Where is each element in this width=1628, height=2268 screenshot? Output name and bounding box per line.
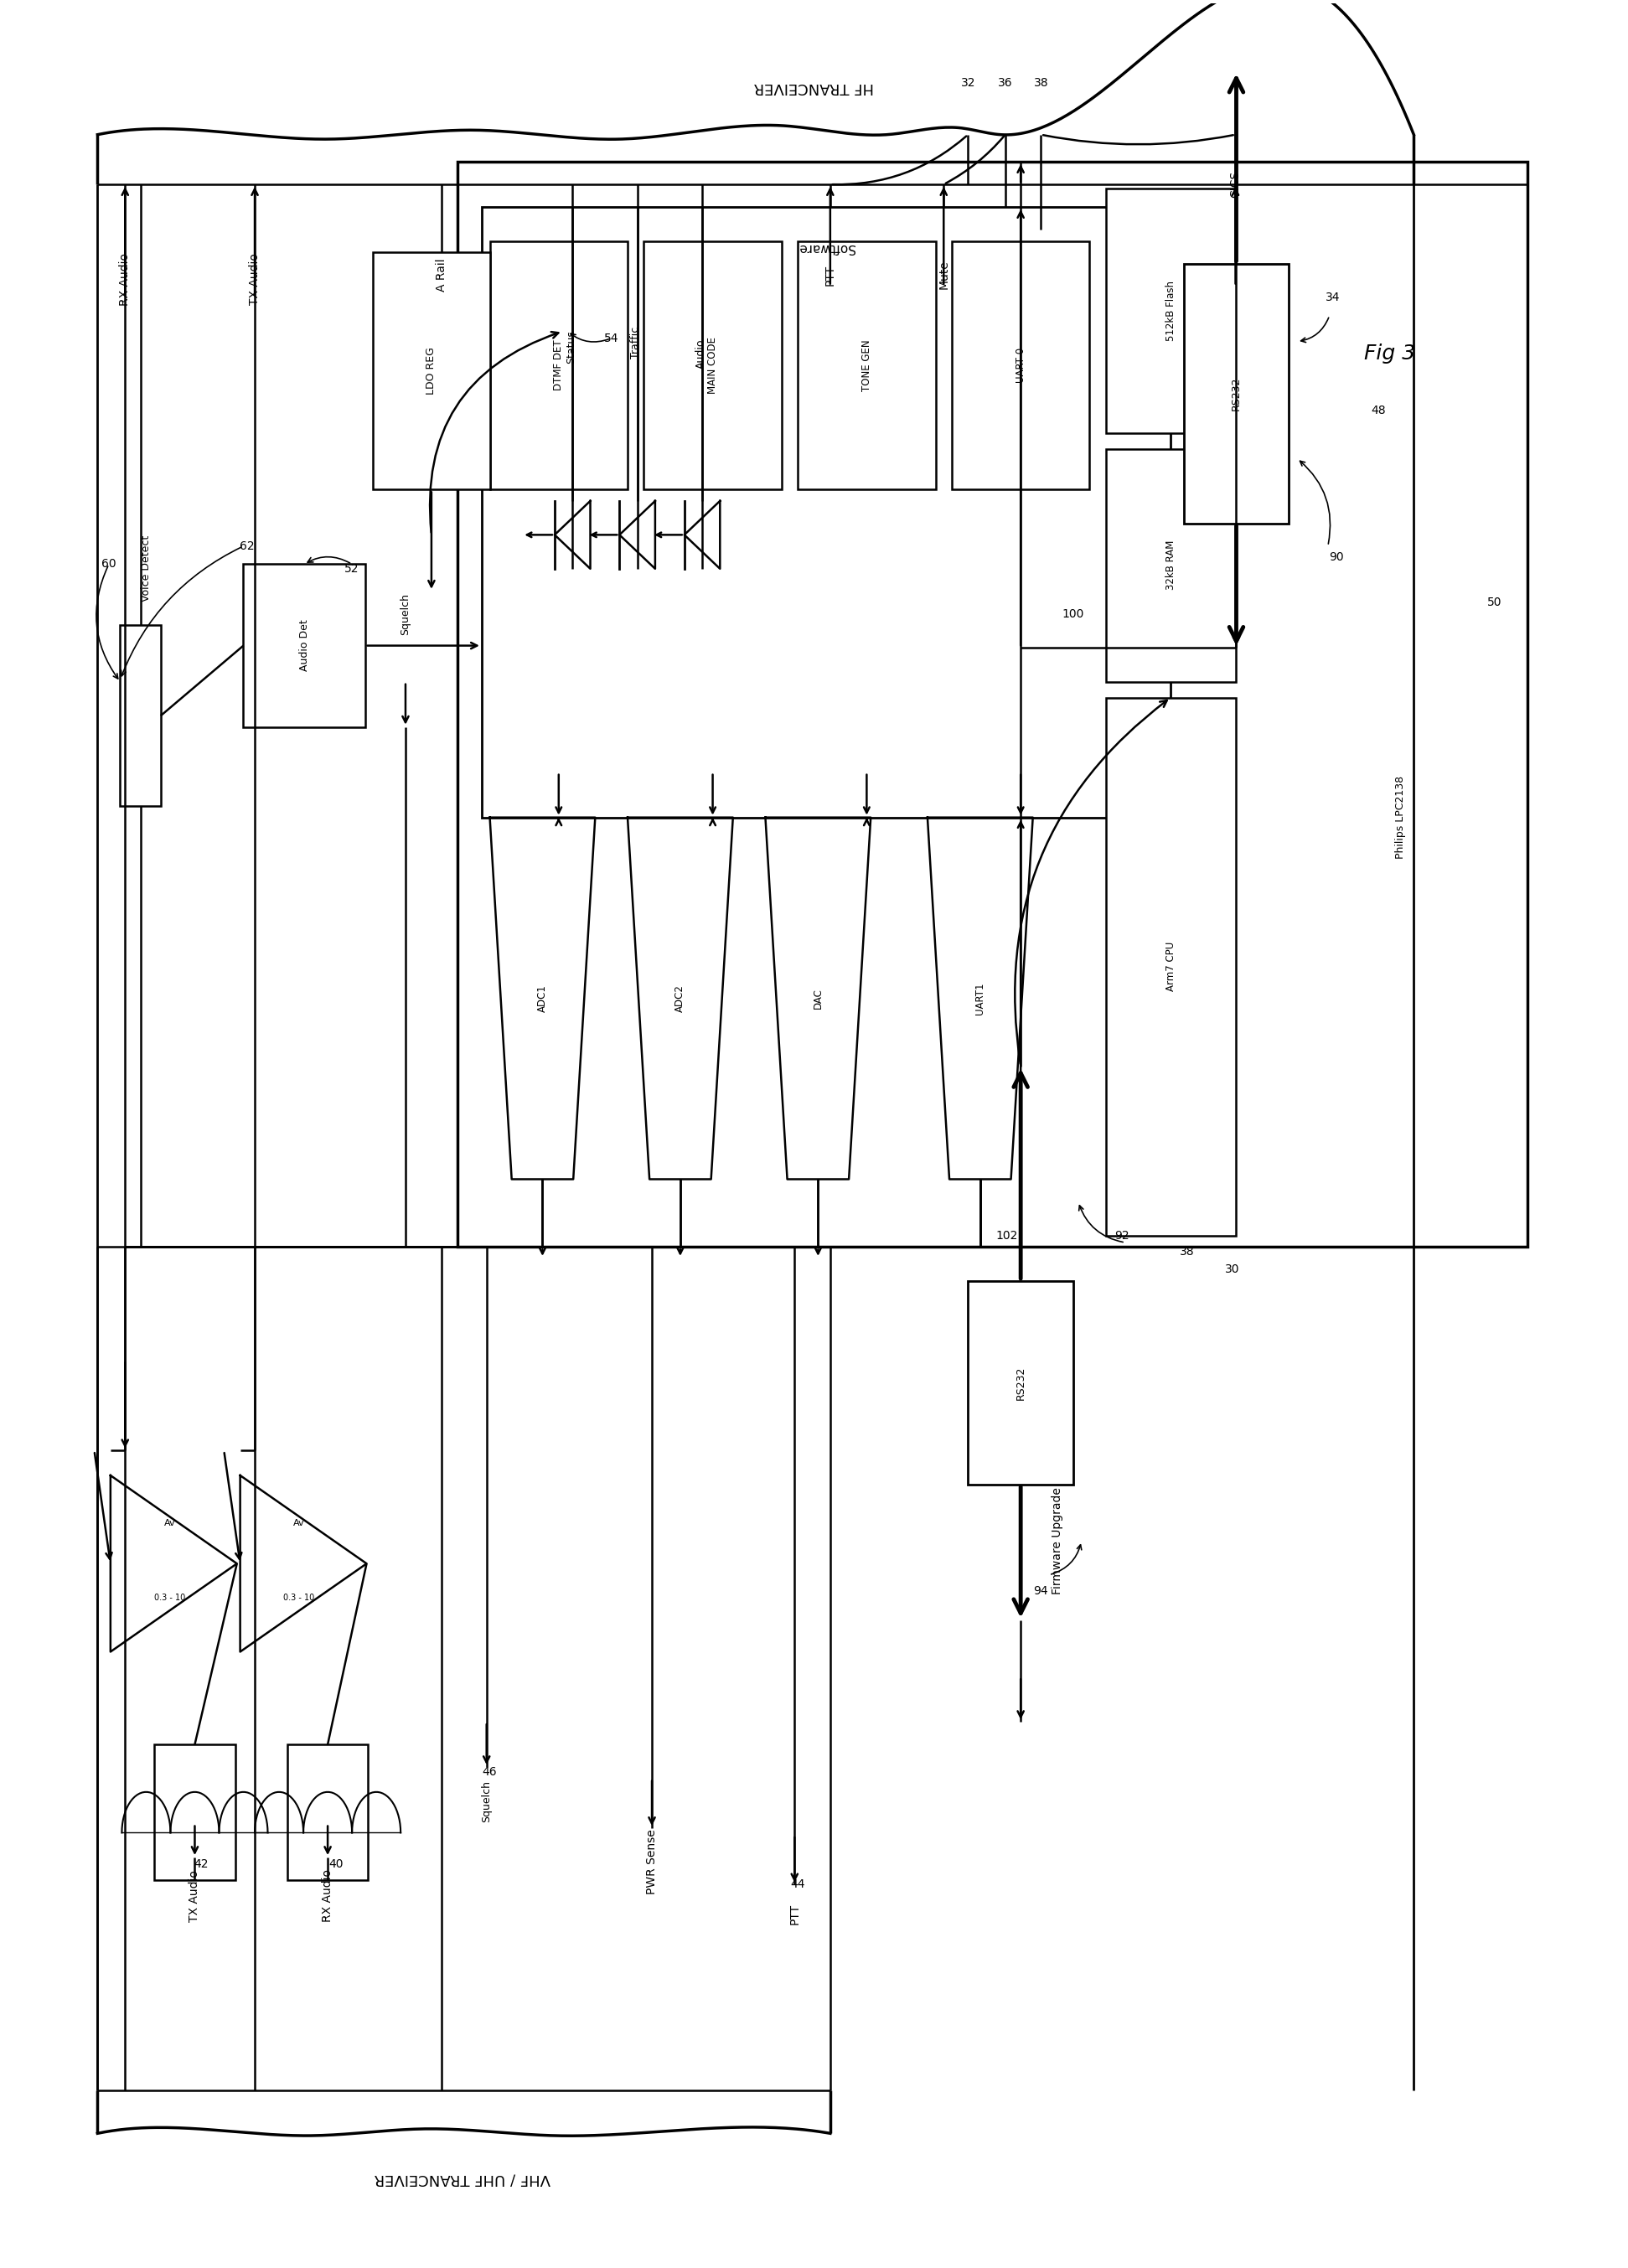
Text: Audio: Audio	[695, 340, 707, 370]
Bar	[244, 565, 365, 728]
Text: 60: 60	[101, 558, 116, 569]
Bar	[1184, 263, 1289, 524]
Text: MAIN CODE: MAIN CODE	[707, 336, 718, 395]
Text: 42: 42	[194, 1857, 208, 1871]
Bar	[952, 240, 1089, 490]
Bar	[482, 206, 1171, 816]
Text: 52: 52	[345, 562, 360, 574]
Text: 50: 50	[1488, 596, 1503, 608]
Text: Av: Av	[164, 1520, 176, 1526]
Text: LDO REG: LDO REG	[427, 347, 436, 395]
Bar	[643, 240, 781, 490]
Text: 54: 54	[604, 331, 619, 345]
Text: CICS: CICS	[1229, 170, 1241, 197]
Text: 32: 32	[961, 77, 975, 88]
Text: TX Audio: TX Audio	[189, 1871, 200, 1921]
Text: 94: 94	[1034, 1585, 1048, 1597]
Text: Traffic: Traffic	[630, 327, 641, 358]
Text: 100: 100	[1063, 608, 1084, 619]
Text: 90: 90	[1328, 551, 1343, 562]
Text: 38: 38	[1034, 77, 1048, 88]
Text: Squelch: Squelch	[400, 592, 410, 635]
Bar	[1105, 699, 1236, 1236]
Text: Status: Status	[565, 331, 576, 363]
Bar	[490, 240, 627, 490]
Text: TX Audio: TX Audio	[249, 254, 260, 306]
Bar	[120, 626, 161, 805]
Text: Mute: Mute	[938, 261, 949, 290]
Text: Software: Software	[798, 240, 855, 254]
Text: PTT: PTT	[824, 265, 837, 286]
Text: 62: 62	[239, 540, 254, 551]
Bar	[969, 1281, 1073, 1486]
Text: Fig 3: Fig 3	[1364, 345, 1415, 363]
Text: Audio Det: Audio Det	[300, 619, 309, 671]
Text: UART1: UART1	[975, 982, 985, 1014]
Text: VHF / UHF TRANCEIVER: VHF / UHF TRANCEIVER	[374, 2170, 550, 2186]
Text: Arm7 CPU: Arm7 CPU	[1166, 941, 1175, 991]
Text: RS232: RS232	[1016, 1365, 1026, 1399]
Bar	[457, 161, 1527, 1247]
Text: 48: 48	[1371, 404, 1385, 417]
Bar	[373, 252, 490, 490]
Bar	[798, 240, 936, 490]
Text: TONE GEN: TONE GEN	[861, 340, 873, 390]
Text: DTMF DET: DTMF DET	[554, 340, 565, 390]
Text: PTT: PTT	[788, 1903, 801, 1926]
Text: DAC: DAC	[812, 989, 824, 1009]
Text: Voice Detect: Voice Detect	[140, 535, 151, 601]
Bar	[1105, 188, 1236, 433]
Text: 46: 46	[482, 1767, 497, 1778]
Text: 0.3 - 10: 0.3 - 10	[155, 1594, 186, 1601]
Text: 92: 92	[1115, 1229, 1130, 1241]
Text: ADC1: ADC1	[537, 984, 549, 1012]
Text: 32kB RAM: 32kB RAM	[1166, 540, 1175, 590]
Text: PWR Sense: PWR Sense	[646, 1830, 658, 1894]
Text: Philips LPC2138: Philips LPC2138	[1395, 776, 1407, 860]
Text: 44: 44	[791, 1878, 806, 1892]
Text: 512kB Flash: 512kB Flash	[1166, 281, 1175, 340]
Bar	[155, 1744, 236, 1880]
Text: HF TRANCEIVER: HF TRANCEIVER	[754, 79, 874, 95]
Text: RX Audio: RX Audio	[119, 254, 130, 306]
Text: 38: 38	[1179, 1245, 1195, 1256]
Text: 102: 102	[996, 1229, 1018, 1241]
Bar	[1105, 449, 1236, 683]
Text: ADC2: ADC2	[676, 984, 685, 1012]
Text: Av: Av	[293, 1520, 304, 1526]
Text: Squelch: Squelch	[482, 1780, 492, 1821]
Text: 34: 34	[1325, 293, 1340, 304]
Text: RX Audio: RX Audio	[322, 1869, 334, 1923]
Text: A Rail: A Rail	[435, 259, 448, 290]
Text: 40: 40	[329, 1857, 344, 1871]
Text: UART 0: UART 0	[1016, 347, 1026, 383]
Text: 36: 36	[998, 77, 1013, 88]
Text: RS232: RS232	[1231, 376, 1242, 411]
Text: 0.3 - 10: 0.3 - 10	[283, 1594, 314, 1601]
Bar	[287, 1744, 368, 1880]
Text: 30: 30	[1224, 1263, 1239, 1275]
Text: Firmware Upgrade: Firmware Upgrade	[1052, 1488, 1063, 1594]
